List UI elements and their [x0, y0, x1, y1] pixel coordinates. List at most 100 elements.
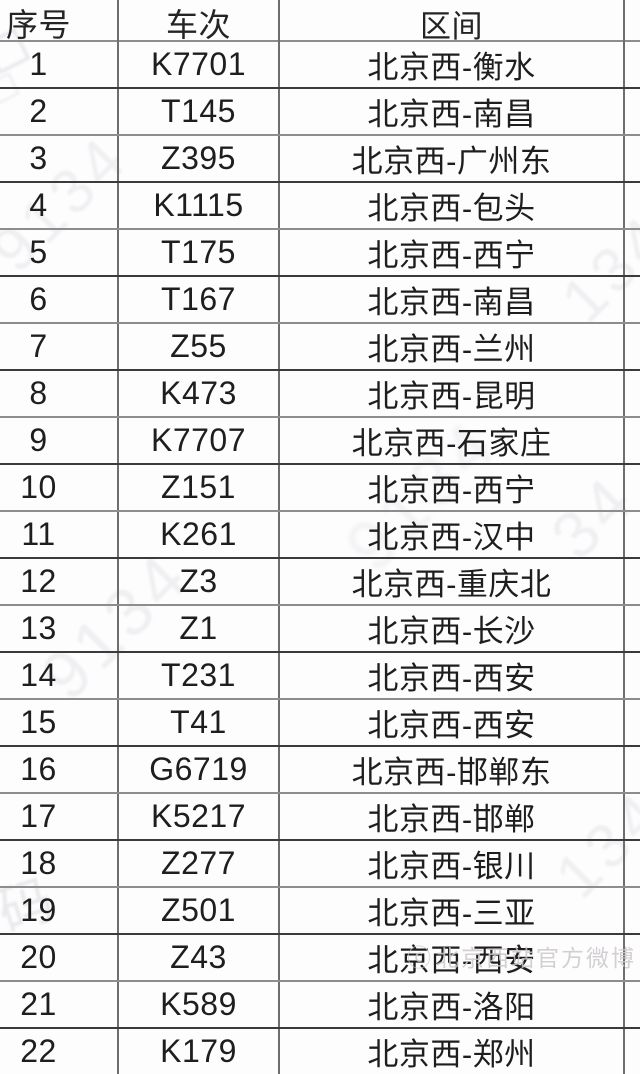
table-row: 13 Z1 北京西-长沙 — [0, 606, 640, 653]
column-header-cropped — [625, 0, 640, 46]
table-row: 6 T167 北京西-南昌 — [0, 277, 640, 324]
route-cell: 北京西-汉中 — [280, 512, 625, 557]
cropped-cell — [625, 794, 640, 839]
table-row: 2 T145 北京西-南昌 — [0, 89, 640, 136]
train-cell: T167 — [119, 277, 280, 322]
route-cell: 北京西-昆明 — [280, 371, 625, 416]
seq-cell: 9 — [0, 418, 119, 463]
train-cell: Z3 — [119, 559, 280, 604]
route-cell: 北京西-广州东 — [280, 136, 625, 181]
table-row: 1 K7701 北京西-衡水 — [0, 42, 640, 89]
train-cell: K589 — [119, 982, 280, 1027]
table-row: 10 Z151 北京西-西宁 — [0, 465, 640, 512]
train-cell: K7707 — [119, 418, 280, 463]
train-cell: Z43 — [119, 935, 280, 980]
cropped-cell — [625, 935, 640, 980]
table-row: 7 Z55 北京西-兰州 — [0, 324, 640, 371]
cropped-cell — [625, 183, 640, 228]
cropped-cell — [625, 465, 640, 510]
cropped-cell — [625, 277, 640, 322]
seq-cell: 21 — [0, 982, 119, 1027]
train-cell: K1115 — [119, 183, 280, 228]
train-cell: T41 — [119, 700, 280, 745]
train-cell: K179 — [119, 1029, 280, 1074]
seq-cell: 19 — [0, 888, 119, 933]
table-row: 8 K473 北京西-昆明 — [0, 371, 640, 418]
cropped-cell — [625, 42, 640, 87]
table-row: 17 K5217 北京西-邯郸 — [0, 794, 640, 841]
route-cell: 北京西-洛阳 — [280, 982, 625, 1027]
route-cell: 北京西-西宁 — [280, 230, 625, 275]
train-cell: Z395 — [119, 136, 280, 181]
route-cell: 北京西-银川 — [280, 841, 625, 886]
cropped-cell — [625, 559, 640, 604]
seq-cell: 6 — [0, 277, 119, 322]
seq-cell: 4 — [0, 183, 119, 228]
route-cell: 北京西-邯郸东 — [280, 747, 625, 792]
column-header-train: 车次 — [119, 0, 280, 46]
seq-cell: 12 — [0, 559, 119, 604]
route-cell: 北京西-包头 — [280, 183, 625, 228]
seq-cell: 18 — [0, 841, 119, 886]
train-cell: T145 — [119, 89, 280, 134]
cropped-cell — [625, 888, 640, 933]
seq-cell: 11 — [0, 512, 119, 557]
table-row: 15 T41 北京西-西安 — [0, 700, 640, 747]
train-cell: Z501 — [119, 888, 280, 933]
table-row: 16 G6719 北京西-邯郸东 — [0, 747, 640, 794]
seq-cell: 20 — [0, 935, 119, 980]
seq-cell: 2 — [0, 89, 119, 134]
table-row: 9 K7707 北京西-石家庄 — [0, 418, 640, 465]
table-row: 22 K179 北京西-郑州 — [0, 1029, 640, 1074]
train-cell: K7701 — [119, 42, 280, 87]
route-cell: 北京西-兰州 — [280, 324, 625, 369]
table-row: 4 K1115 北京西-包头 — [0, 183, 640, 230]
route-cell: 北京西-邯郸 — [280, 794, 625, 839]
route-cell: 北京西-三亚 — [280, 888, 625, 933]
table-row: 12 Z3 北京西-重庆北 — [0, 559, 640, 606]
route-cell: 北京西-西安 — [280, 700, 625, 745]
cropped-cell — [625, 606, 640, 651]
column-header-seq: 序号 — [0, 0, 119, 46]
table-row: 5 T175 北京西-西宁 — [0, 230, 640, 277]
cropped-cell — [625, 512, 640, 557]
route-cell: 北京西-南昌 — [280, 89, 625, 134]
table-row: 11 K261 北京西-汉中 — [0, 512, 640, 559]
route-cell: 北京西-西安 — [280, 935, 625, 980]
route-cell: 北京西-石家庄 — [280, 418, 625, 463]
train-cell: Z277 — [119, 841, 280, 886]
train-cell: G6719 — [119, 747, 280, 792]
seq-cell: 17 — [0, 794, 119, 839]
table-row: 18 Z277 北京西-银川 — [0, 841, 640, 888]
train-cell: Z55 — [119, 324, 280, 369]
seq-cell: 1 — [0, 42, 119, 87]
route-cell: 北京西-西宁 — [280, 465, 625, 510]
table-row: 20 Z43 北京西-西安 — [0, 935, 640, 982]
train-cell: K261 — [119, 512, 280, 557]
cropped-cell — [625, 324, 640, 369]
table-row: 21 K589 北京西-洛阳 — [0, 982, 640, 1029]
route-cell: 北京西-重庆北 — [280, 559, 625, 604]
cropped-cell — [625, 653, 640, 698]
train-cell: T175 — [119, 230, 280, 275]
seq-cell: 10 — [0, 465, 119, 510]
seq-cell: 22 — [0, 1029, 119, 1074]
seq-cell: 13 — [0, 606, 119, 651]
seq-cell: 3 — [0, 136, 119, 181]
train-cell: K5217 — [119, 794, 280, 839]
cropped-cell — [625, 841, 640, 886]
seq-cell: 7 — [0, 324, 119, 369]
route-cell: 北京西-长沙 — [280, 606, 625, 651]
cropped-cell — [625, 136, 640, 181]
table-header-row: 序号 车次 区间 — [0, 0, 640, 46]
route-cell: 北京西-南昌 — [280, 277, 625, 322]
seq-cell: 16 — [0, 747, 119, 792]
cropped-cell — [625, 418, 640, 463]
route-cell: 北京西-衡水 — [280, 42, 625, 87]
seq-cell: 5 — [0, 230, 119, 275]
cropped-cell — [625, 747, 640, 792]
route-cell: 北京西-郑州 — [280, 1029, 625, 1074]
cropped-cell — [625, 1029, 640, 1074]
seq-cell: 14 — [0, 653, 119, 698]
